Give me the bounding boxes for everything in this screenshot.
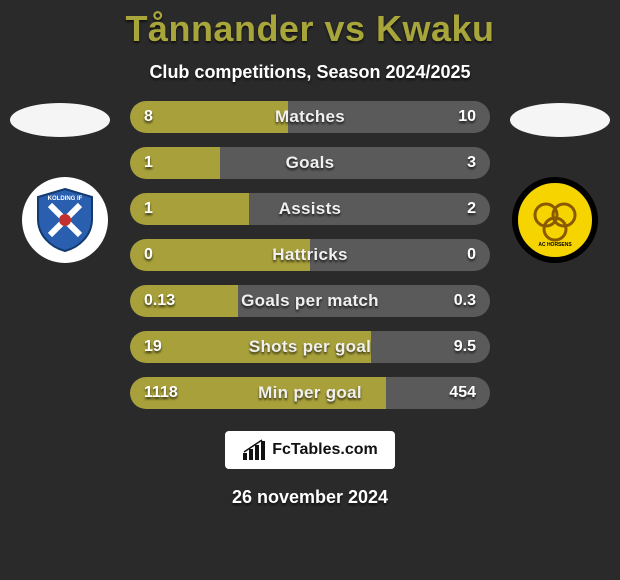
stat-label: Min per goal <box>130 377 490 409</box>
kolding-shield-icon: KOLDING IF <box>30 185 100 255</box>
stat-label: Hattricks <box>130 239 490 271</box>
stat-bar: 1Goals3 <box>130 147 490 179</box>
stat-value-right: 454 <box>449 377 476 409</box>
comparison-grid: KOLDING IF 8Matches10 1Goals3 1Assists2 0Ha… <box>0 101 620 409</box>
snapshot-date: 26 november 2024 <box>232 487 388 508</box>
fctables-logo: FcTables.com <box>225 431 395 469</box>
player-photo-placeholder-right <box>510 103 610 137</box>
stat-bar: 0Hattricks0 <box>130 239 490 271</box>
stat-value-right: 9.5 <box>454 331 476 363</box>
stat-bar: 0.13Goals per match0.3 <box>130 285 490 317</box>
stat-label: Matches <box>130 101 490 133</box>
left-player-col: KOLDING IF <box>20 101 130 263</box>
stat-value-right: 3 <box>467 147 476 179</box>
stat-bar: 19Shots per goal9.5 <box>130 331 490 363</box>
player-photo-placeholder-left <box>10 103 110 137</box>
svg-text:KOLDING IF: KOLDING IF <box>48 196 83 202</box>
stat-bar: 1118Min per goal454 <box>130 377 490 409</box>
bar-chart-icon <box>242 439 268 461</box>
stat-value-right: 10 <box>458 101 476 133</box>
stat-label: Shots per goal <box>130 331 490 363</box>
stat-bar: 8Matches10 <box>130 101 490 133</box>
stat-value-right: 0 <box>467 239 476 271</box>
comparison-title: Tånnander vs Kwaku <box>125 8 494 50</box>
footer-brand-text: FcTables.com <box>272 441 378 459</box>
stat-label: Goals per match <box>130 285 490 317</box>
stat-label: Goals <box>130 147 490 179</box>
season-subtitle: Club competitions, Season 2024/2025 <box>149 62 470 83</box>
left-club-logo: KOLDING IF <box>22 177 108 263</box>
stat-bars: 8Matches10 1Goals3 1Assists2 0Hattricks0 0.1… <box>130 101 490 409</box>
stat-bar: 1Assists2 <box>130 193 490 225</box>
stat-value-right: 2 <box>467 193 476 225</box>
svg-text:AC HORSENS: AC HORSENS <box>538 242 572 248</box>
stat-label: Assists <box>130 193 490 225</box>
horsens-rings-icon: AC HORSENS <box>526 191 584 249</box>
stat-value-right: 0.3 <box>454 285 476 317</box>
right-club-logo: AC HORSENS <box>512 177 598 263</box>
right-player-col: AC HORSENS <box>490 101 600 263</box>
